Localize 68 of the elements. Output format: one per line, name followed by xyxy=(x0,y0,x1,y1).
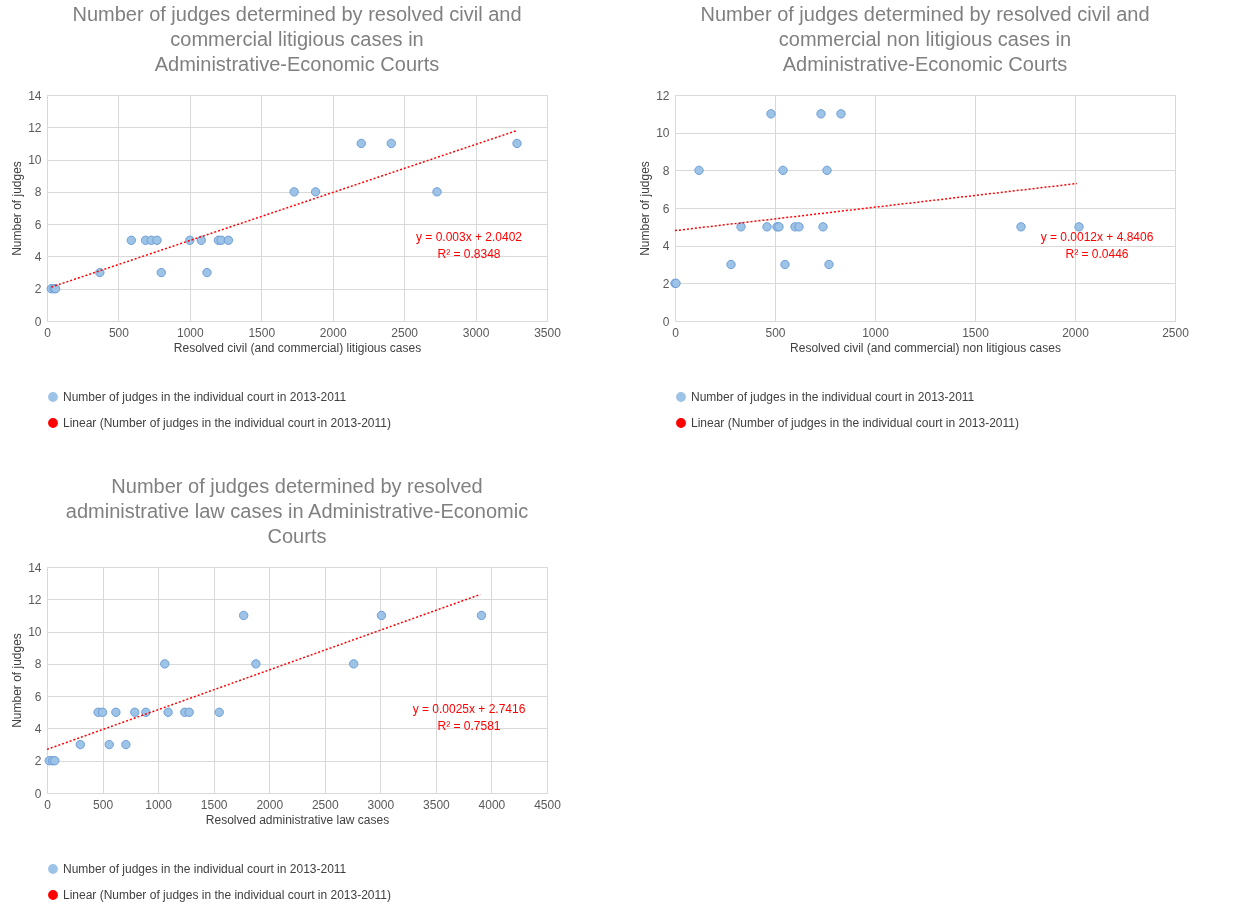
annotation: R² = 0.7581 xyxy=(437,719,501,734)
y-tick-label: 2 xyxy=(34,754,42,769)
x-tick-label: 2500 xyxy=(311,797,339,812)
y-tick-label: 0 xyxy=(34,314,42,329)
y-tick-label: 4 xyxy=(34,721,42,736)
y-tick-label: 4 xyxy=(662,239,670,254)
x-tick-label: 1500 xyxy=(248,325,276,340)
annotation: R² = 0.0446 xyxy=(1065,247,1129,262)
x-axis-title: Resolved civil (and commercial) litigious cases xyxy=(173,340,422,355)
y-tick-label: 6 xyxy=(662,201,670,216)
y-tick-label: 14 xyxy=(28,88,42,103)
chart-title: Number of judges determined by resolved civil and commercial non litigious cases in Administrative-Economic Courts xyxy=(700,3,1150,75)
y-tick-label: 14 xyxy=(28,560,42,575)
legend-label: Linear (Number of judges in the individual court in 2013-2011) xyxy=(691,416,1019,430)
annotation: y = 0.0025x + 2.7416 xyxy=(412,702,526,717)
y-tick-label: 12 xyxy=(28,120,42,135)
x-tick-label: 2500 xyxy=(1162,325,1190,340)
x-tick-label: 2000 xyxy=(319,325,347,340)
x-tick-label: 2000 xyxy=(256,797,284,812)
y-tick-label: 12 xyxy=(28,592,42,607)
x-axis-title: Resolved civil (and commercial) non litigious cases xyxy=(790,340,1061,355)
x-tick-label: 2000 xyxy=(1062,325,1090,340)
x-tick-label: 3000 xyxy=(462,325,490,340)
x-tick-label: 1500 xyxy=(962,325,990,340)
annotation: y = 0.003x + 2.0402 xyxy=(415,230,523,245)
x-tick-label: 3000 xyxy=(367,797,395,812)
chart-title: Number of judges determined by resolved civil and commercial litigious cases in Administrative-Economic Courts xyxy=(72,3,522,75)
x-tick-label: 1500 xyxy=(200,797,228,812)
y-tick-label: 8 xyxy=(34,185,42,200)
x-tick-label: 4500 xyxy=(534,797,562,812)
x-tick-label: 4000 xyxy=(478,797,506,812)
y-tick-label: 8 xyxy=(662,163,670,178)
legend-label: Linear (Number of judges in the individual court in 2013-2011) xyxy=(63,888,391,902)
legend-label: Linear (Number of judges in the individual court in 2013-2011) xyxy=(63,416,391,430)
x-tick-label: 0 xyxy=(44,325,52,340)
x-tick-label: 500 xyxy=(93,797,114,812)
y-tick-label: 10 xyxy=(28,153,42,168)
annotation: R² = 0.8348 xyxy=(437,247,501,262)
x-tick-label: 3500 xyxy=(423,797,451,812)
x-tick-label: 1000 xyxy=(145,797,173,812)
x-tick-label: 1000 xyxy=(862,325,890,340)
chart-title: Number of judges determined by resolved administrative law cases in Administrative-Economic Courts xyxy=(65,475,529,547)
x-tick-label: 3500 xyxy=(534,325,562,340)
y-tick-label: 6 xyxy=(34,689,42,704)
y-axis-title: Number of judges xyxy=(638,161,653,256)
x-axis-title: Resolved administrative law cases xyxy=(205,812,390,827)
x-tick-label: 2500 xyxy=(391,325,419,340)
y-tick-label: 0 xyxy=(662,314,670,329)
x-tick-label: 500 xyxy=(108,325,130,340)
y-tick-label: 12 xyxy=(656,88,670,103)
legend-label: Number of judges in the individual court in 2013-2011 xyxy=(63,390,347,404)
y-axis-title: Number of judges xyxy=(10,161,25,256)
x-tick-label: 500 xyxy=(765,325,786,340)
x-tick-label: 0 xyxy=(44,797,52,812)
y-axis-title: Number of judges xyxy=(10,633,25,728)
x-tick-label: 0 xyxy=(672,325,680,340)
y-tick-label: 10 xyxy=(656,126,670,141)
y-tick-label: 6 xyxy=(34,217,42,232)
y-tick-label: 10 xyxy=(28,625,42,640)
y-tick-label: 4 xyxy=(34,249,42,264)
y-tick-label: 2 xyxy=(662,276,670,291)
y-tick-label: 8 xyxy=(34,657,42,672)
y-tick-label: 0 xyxy=(34,786,42,801)
y-tick-label: 2 xyxy=(34,282,42,297)
legend-label: Number of judges in the individual court in 2013-2011 xyxy=(691,390,975,404)
x-tick-label: 1000 xyxy=(177,325,205,340)
legend-label: Number of judges in the individual court in 2013-2011 xyxy=(63,862,347,876)
annotation: y = 0.0012x + 4.8406 xyxy=(1040,230,1154,245)
